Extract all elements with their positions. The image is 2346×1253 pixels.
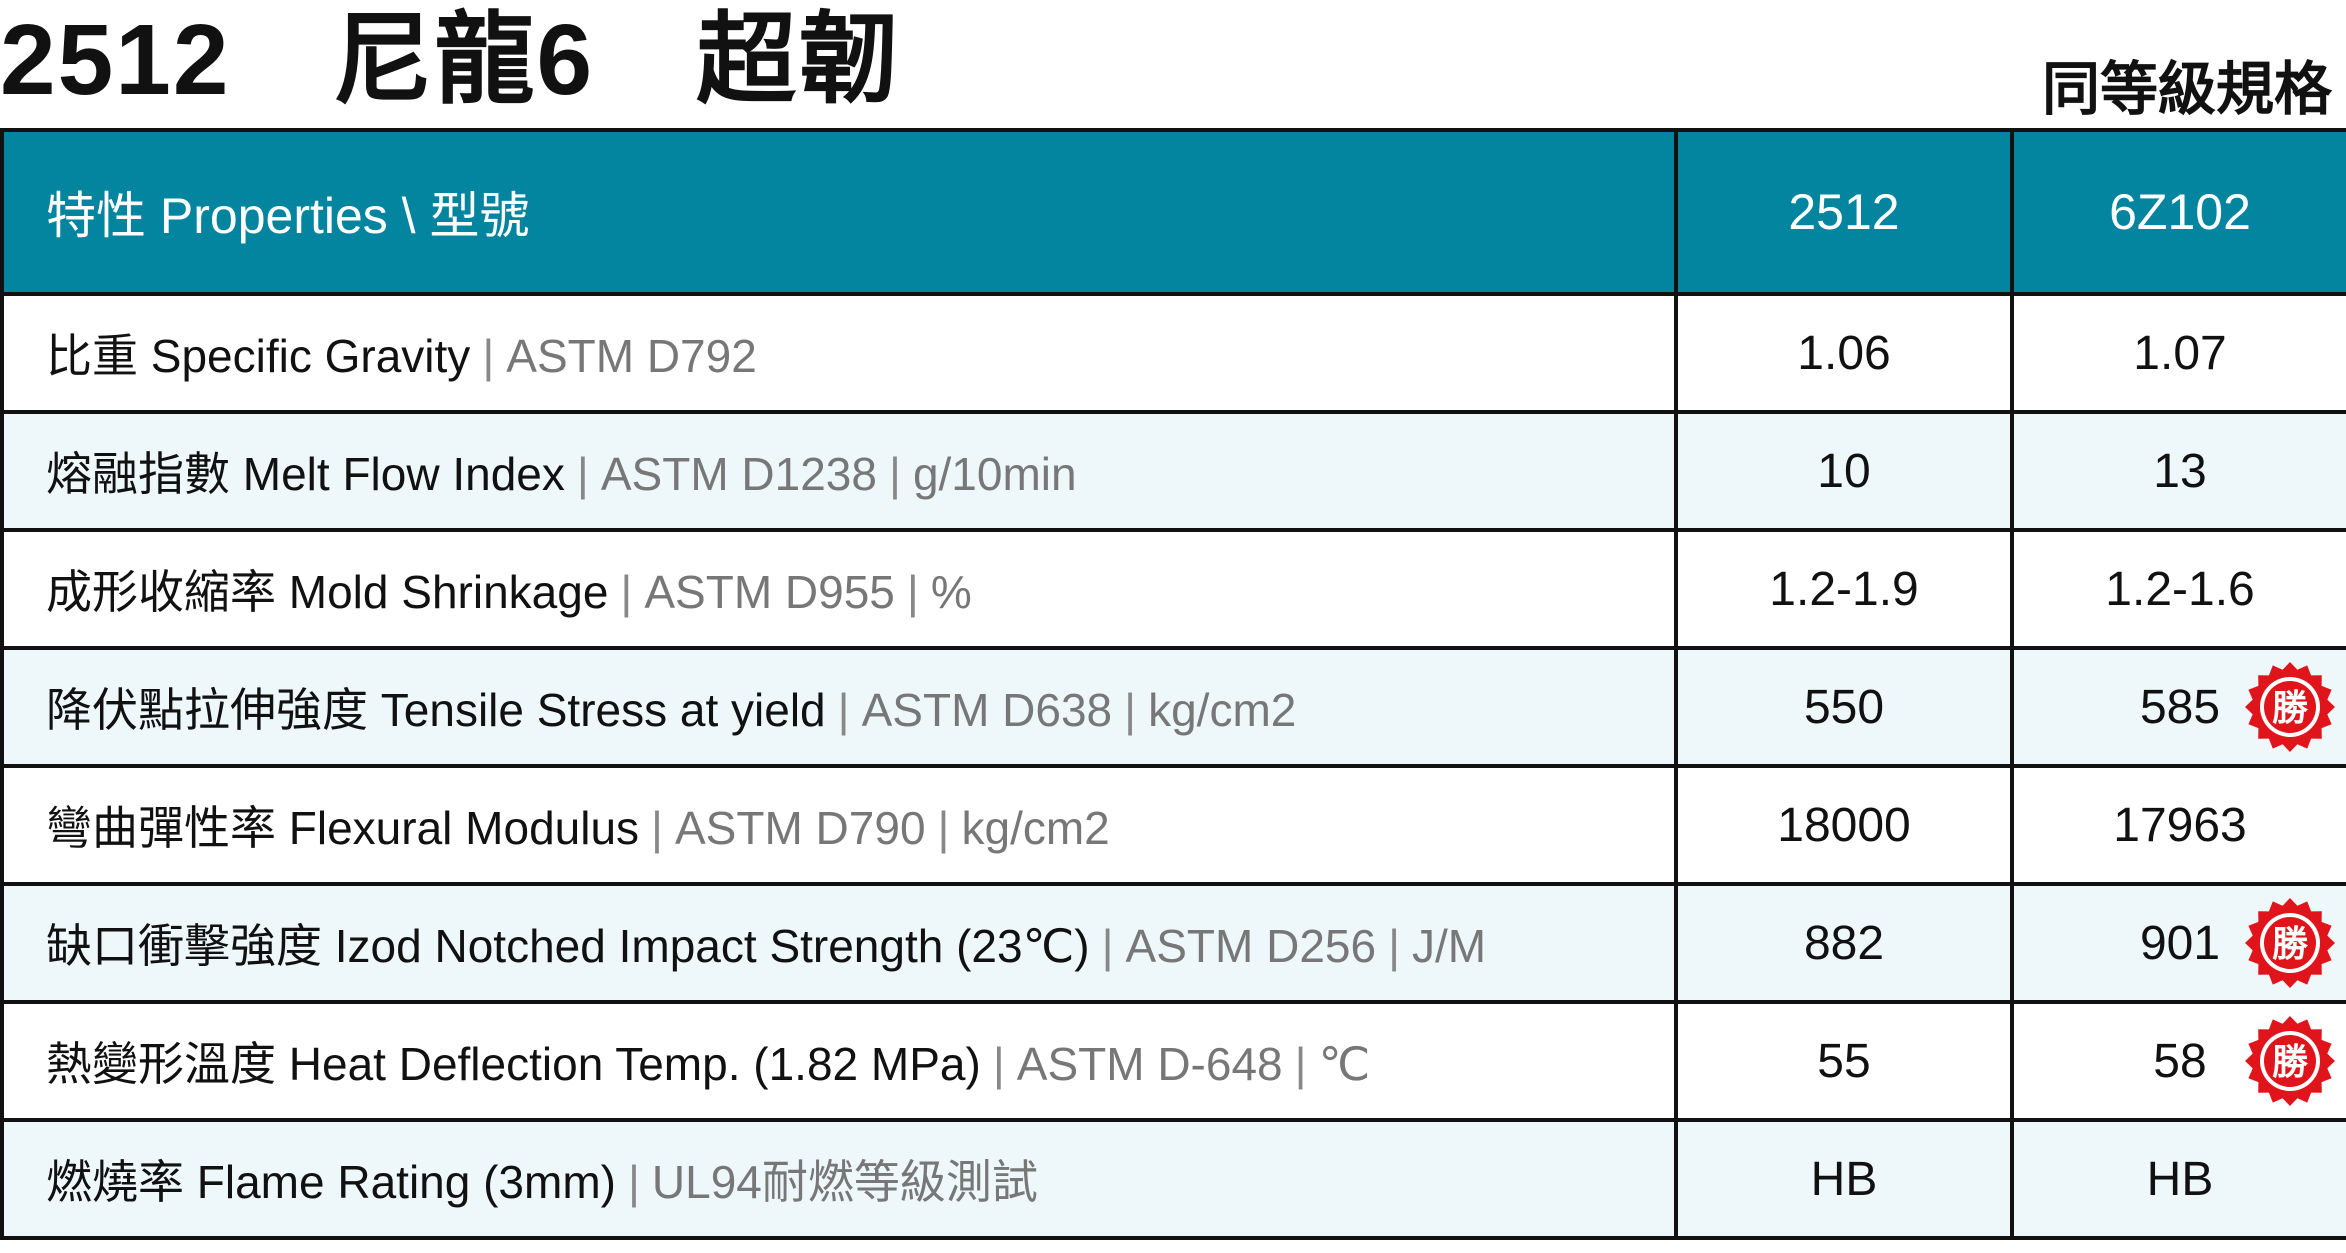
test-standard: ASTM D638 (861, 684, 1113, 736)
value-2512: 550 (1674, 646, 2014, 768)
value-6z102-cell: 901 勝 (2010, 882, 2346, 1004)
table-row: 比重 Specific Gravity | ASTM D792 1.06 1.07 (0, 292, 2346, 414)
property-cell: 燃燒率 Flame Rating (3mm) | UL94耐燃等級測試 (0, 1118, 1678, 1240)
separator: | (992, 1038, 1005, 1090)
separator: | (482, 330, 495, 382)
table-header-row: 特性 Properties \ 型號 2512 6Z102 (0, 128, 2346, 296)
value-6z102-cell: 1.07 (2010, 292, 2346, 414)
svg-text:勝: 勝 (2272, 1042, 2309, 1083)
property-name: 熱變形溫度 Heat Deflection Temp. (1.82 MPa) (46, 1038, 981, 1090)
test-standard: ASTM D-648 (1016, 1038, 1283, 1090)
separator: | (1124, 684, 1137, 736)
value-2512: 882 (1674, 882, 2014, 1004)
value-6z102: 1.07 (2133, 326, 2227, 380)
value-6z102: 1.2-1.6 (2105, 562, 2255, 616)
test-standard: UL94耐燃等級測試 (651, 1156, 1038, 1208)
winner-badge-icon: 勝 (2244, 661, 2336, 753)
table-row: 成形收縮率 Mold Shrinkage | ASTM D955 |% 1.2-1.9 1… (0, 528, 2346, 650)
page-subtitle: 同等級規格 (2041, 57, 2332, 122)
unit-label: g/10min (912, 448, 1077, 500)
property-cell: 熱變形溫度 Heat Deflection Temp. (1.82 MPa) | A… (0, 1000, 1678, 1122)
property-cell: 彎曲彈性率 Flexural Modulus | ASTM D790 | kg/cm2 (0, 764, 1678, 886)
value-2512: 1.2-1.9 (1674, 528, 2014, 650)
svg-text:勝: 勝 (2272, 924, 2309, 965)
property-cell: 降伏點拉伸強度 Tensile Stress at yield | ASTM D63… (0, 646, 1678, 768)
value-6z102: HB (2146, 1152, 2214, 1206)
table-row: 熱變形溫度 Heat Deflection Temp. (1.82 MPa) | A… (0, 1000, 2346, 1122)
unit-label: kg/cm2 (961, 802, 1110, 854)
table-body: 比重 Specific Gravity | ASTM D792 1.06 1.07 熔融指… (0, 292, 2346, 1240)
value-2512: 10 (1674, 410, 2014, 532)
value-2512: 1.06 (1674, 292, 2014, 414)
table-row: 缺口衝擊強度 Izod Notched Impact Strength (23℃… (0, 882, 2346, 1004)
separator: | (1388, 920, 1401, 972)
separator: | (651, 802, 663, 854)
table-row: 彎曲彈性率 Flexural Modulus | ASTM D790 | kg/cm2 1… (0, 764, 2346, 886)
column-header-properties: 特性 Properties \ 型號 (0, 128, 1678, 296)
test-standard: ASTM D1238 (600, 448, 877, 500)
value-6z102: 17963 (2113, 798, 2247, 852)
separator: | (1294, 1038, 1307, 1090)
spec-table: 特性 Properties \ 型號 2512 6Z102 比重 Specifi… (0, 128, 2346, 1240)
test-standard: ASTM D256 (1125, 920, 1377, 972)
table-row: 燃燒率 Flame Rating (3mm) | UL94耐燃等級測試 HB HB (0, 1118, 2346, 1240)
winner-badge-icon: 勝 (2244, 1015, 2336, 1107)
separator: | (888, 448, 901, 500)
value-6z102-cell: 58 勝 (2010, 1000, 2346, 1122)
property-name: 熔融指數 Melt Flow Index (46, 448, 565, 500)
unit-label: % (930, 566, 972, 618)
property-name: 缺口衝擊強度 Izod Notched Impact Strength (23℃… (46, 920, 1090, 972)
unit-label: kg/cm2 (1148, 684, 1297, 736)
test-standard: ASTM D792 (506, 330, 757, 382)
separator: | (627, 1156, 640, 1208)
value-2512: 18000 (1674, 764, 2014, 886)
column-header-2512: 2512 (1674, 128, 2014, 296)
separator: | (837, 684, 850, 736)
property-cell: 比重 Specific Gravity | ASTM D792 (0, 292, 1678, 414)
separator: | (906, 566, 919, 618)
property-cell: 缺口衝擊強度 Izod Notched Impact Strength (23℃… (0, 882, 1678, 1004)
property-cell: 成形收縮率 Mold Shrinkage | ASTM D955 |% (0, 528, 1678, 650)
table-row: 熔融指數 Melt Flow Index | ASTM D1238 | g/10min 1… (0, 410, 2346, 532)
page-title: 2512 尼龍6 超韌 (0, 4, 901, 116)
table-row: 降伏點拉伸強度 Tensile Stress at yield | ASTM D63… (0, 646, 2346, 768)
value-6z102: 901 (2139, 916, 2221, 970)
value-2512: 55 (1674, 1000, 2014, 1122)
separator: | (620, 566, 633, 618)
separator: | (576, 448, 589, 500)
value-6z102: 585 (2139, 680, 2221, 734)
value-6z102-cell: 13 (2010, 410, 2346, 532)
value-6z102-cell: 17963 (2010, 764, 2346, 886)
separator: | (1101, 920, 1114, 972)
property-cell: 熔融指數 Melt Flow Index | ASTM D1238 | g/10min (0, 410, 1678, 532)
test-standard: ASTM D955 (644, 566, 895, 618)
test-standard: ASTM D790 (675, 802, 926, 854)
property-name: 彎曲彈性率 Flexural Modulus (46, 802, 640, 854)
value-6z102: 13 (2153, 444, 2207, 498)
value-6z102-cell: 585 勝 (2010, 646, 2346, 768)
value-2512: HB (1674, 1118, 2014, 1240)
property-name: 成形收縮率 Mold Shrinkage (46, 566, 609, 618)
unit-label: J/M (1412, 920, 1487, 972)
svg-text:勝: 勝 (2272, 688, 2309, 729)
property-name: 比重 Specific Gravity (46, 330, 471, 382)
value-6z102-cell: 1.2-1.6 (2010, 528, 2346, 650)
property-name: 燃燒率 Flame Rating (3mm) (46, 1156, 616, 1208)
property-name: 降伏點拉伸強度 Tensile Stress at yield (46, 684, 826, 736)
unit-label: ℃ (1318, 1038, 1371, 1090)
column-header-6z102: 6Z102 (2010, 128, 2346, 296)
winner-badge-icon: 勝 (2244, 897, 2336, 989)
separator: | (937, 802, 950, 854)
value-6z102: 58 (2153, 1034, 2207, 1088)
value-6z102-cell: HB (2010, 1118, 2346, 1240)
